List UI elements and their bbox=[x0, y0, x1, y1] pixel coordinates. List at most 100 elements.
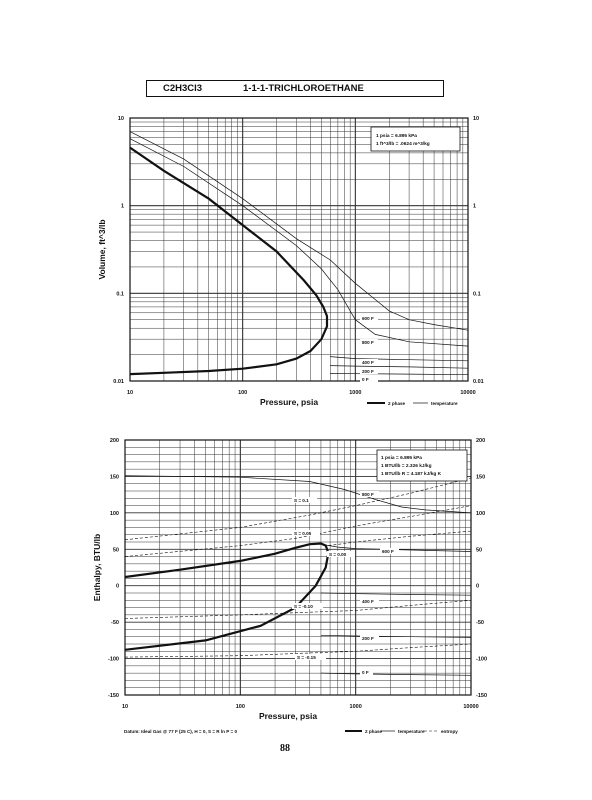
curve-label: 600 F bbox=[382, 549, 394, 554]
enthalpy-chart: 10 100 1000 10000200150100500-50-100-150200… bbox=[92, 438, 487, 734]
y-tick-label-left: 50 bbox=[113, 547, 119, 553]
x-tick-label: 10 bbox=[127, 390, 133, 396]
curve-label-bg bbox=[360, 491, 379, 497]
curve-label: 200 F bbox=[362, 369, 374, 374]
temperature-line bbox=[330, 373, 469, 376]
legend-entropy-label: entropy bbox=[441, 729, 458, 734]
temperature-line bbox=[320, 672, 472, 676]
y-axis-label: Enthalpy, BTU/lb bbox=[92, 534, 102, 601]
y-tick-label-left: -50 bbox=[111, 620, 119, 626]
legend-two-phase-label: 2 phase bbox=[365, 729, 383, 734]
note-text: 1 psia = 6.895 kPa bbox=[376, 133, 417, 139]
datum-footnote: Datum: Ideal Gas @ 77 F (25 C), H = 0, S… bbox=[124, 729, 237, 734]
plot-frame bbox=[124, 439, 472, 696]
curve-label: 0 F bbox=[362, 377, 369, 382]
x-tick-label: 10 bbox=[122, 704, 128, 710]
y-tick-label-right: 0.01 bbox=[473, 379, 484, 385]
y-tick-label-right: 100 bbox=[476, 511, 485, 517]
y-tick-label-left: 100 bbox=[110, 511, 119, 517]
notes-box bbox=[370, 126, 461, 152]
x-tick-label: 1000 bbox=[349, 390, 361, 396]
curve-label-bg bbox=[292, 530, 320, 536]
temperature-line bbox=[129, 138, 469, 347]
legend-two-phase-label: 2 phase bbox=[388, 401, 406, 406]
y-tick-label-right: -50 bbox=[476, 620, 484, 626]
curve-label: S = 0.00 bbox=[329, 552, 347, 557]
y-tick-label-left: 0.1 bbox=[116, 291, 124, 297]
y-tick-label-left: 1 bbox=[121, 204, 124, 210]
x-axis-label: Pressure, psia bbox=[259, 711, 317, 721]
curve-label-bg bbox=[360, 359, 378, 365]
page-number: 88 bbox=[280, 743, 290, 754]
curve-label: 800 F bbox=[362, 492, 374, 497]
y-tick-label-left: 150 bbox=[110, 474, 119, 480]
curve-label-bg bbox=[360, 635, 379, 641]
curve-label: 200 F bbox=[362, 636, 374, 641]
curve-label-bg bbox=[295, 654, 326, 660]
curve-label: 400 F bbox=[362, 360, 374, 365]
chemical-name: 1-1-1-TRICHLOROETHANE bbox=[243, 83, 364, 94]
y-tick-label-left: 200 bbox=[110, 438, 119, 444]
y-tick-label-right: 150 bbox=[476, 474, 485, 480]
y-tick-label-left: 0 bbox=[116, 584, 119, 590]
chart-title-box: C2H3Cl3 1-1-1-TRICHLOROETHANE bbox=[146, 80, 444, 97]
curve-label-bg bbox=[360, 368, 378, 374]
curve-label-bg bbox=[380, 548, 399, 554]
note-text: 1 BTU/lb = 2.326 kJ/kg bbox=[381, 463, 432, 469]
two-phase-line bbox=[129, 146, 329, 376]
y-tick-label-right: -150 bbox=[476, 693, 487, 699]
curve-label-bg bbox=[327, 551, 355, 557]
curve-label-bg bbox=[292, 603, 323, 609]
legend-temperature-label: temperature bbox=[431, 401, 458, 406]
entropy-line bbox=[124, 505, 472, 557]
note-text: 1 BTU/lb R = 4.187 kJ/kg K bbox=[381, 471, 442, 477]
legend-temperature-label: temperature bbox=[398, 729, 425, 734]
y-tick-label-left: -150 bbox=[108, 693, 119, 699]
curve-label-bg bbox=[360, 669, 373, 675]
temperature-line bbox=[330, 356, 469, 362]
y-tick-label-right: 10 bbox=[473, 116, 479, 122]
curve-label-bg bbox=[360, 376, 378, 382]
two-phase-line bbox=[124, 542, 330, 651]
note-text: 1 ft^3/lb = .0624 m^3/kg bbox=[376, 141, 430, 147]
curve-label-bg bbox=[292, 497, 317, 503]
x-axis-label: Pressure, psia bbox=[260, 397, 318, 407]
y-tick-label-left: 10 bbox=[118, 116, 124, 122]
y-tick-label-right: -100 bbox=[476, 657, 487, 663]
volume-chart: 10 100 1000 100001010.10.011010.10.01Pressu… bbox=[97, 116, 484, 407]
temperature-line bbox=[320, 634, 472, 638]
curve-label-bg bbox=[360, 598, 379, 604]
entropy-line bbox=[124, 600, 472, 619]
y-tick-label-right: 0 bbox=[476, 584, 479, 590]
curve-label: S = 0.1 bbox=[294, 498, 309, 503]
temperature-line bbox=[320, 543, 472, 552]
y-tick-label-left: -100 bbox=[108, 657, 119, 663]
curve-label: 0 F bbox=[362, 670, 369, 675]
temperature-line bbox=[320, 592, 472, 596]
y-tick-label-right: 1 bbox=[473, 204, 476, 210]
curve-label-bg bbox=[360, 339, 378, 345]
notes-box bbox=[376, 449, 468, 482]
y-tick-label-right: 200 bbox=[476, 438, 485, 444]
x-tick-label: 100 bbox=[236, 704, 245, 710]
note-text: 1 psia = 6.895 kPa bbox=[381, 455, 422, 461]
x-tick-label: 100 bbox=[238, 390, 247, 396]
curve-label-bg bbox=[360, 315, 378, 321]
curve-label: S = -0.15 bbox=[297, 655, 316, 660]
entropy-line bbox=[328, 530, 472, 546]
y-axis-label: Volume, ft^3/lb bbox=[97, 219, 107, 279]
curve-label: 800 F bbox=[362, 340, 374, 345]
curve-label: 400 F bbox=[362, 599, 374, 604]
curve-label: S = -0.10 bbox=[294, 604, 313, 609]
y-tick-label-right: 50 bbox=[476, 547, 482, 553]
y-tick-label-right: 0.1 bbox=[473, 291, 481, 297]
entropy-line bbox=[124, 643, 472, 658]
entropy-line bbox=[124, 477, 472, 541]
temperature-line bbox=[330, 365, 469, 369]
x-tick-label: 10000 bbox=[463, 704, 478, 710]
x-tick-label: 1000 bbox=[350, 704, 362, 710]
curve-label: S = 0.05 bbox=[294, 531, 312, 536]
y-tick-label-left: 0.01 bbox=[113, 379, 124, 385]
